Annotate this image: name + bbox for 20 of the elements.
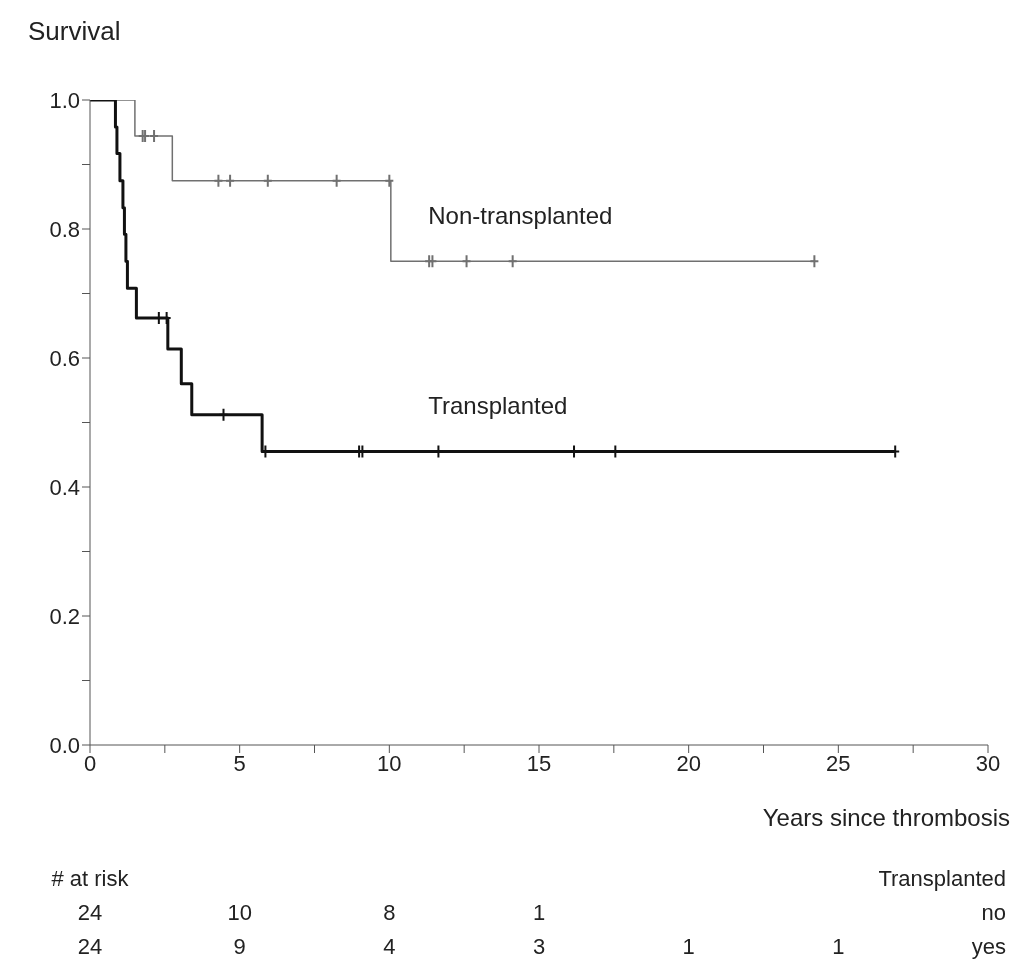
y-tick-label: 0.4 (49, 474, 80, 500)
text: # at risk Transplanted (51, 866, 1006, 891)
x-tick-label: 0 (83, 750, 97, 776)
x-tick-label: 25 (826, 750, 851, 776)
x-axis-title: Years since thrombosis (762, 804, 1010, 832)
x-tick-label: 30 (975, 750, 1001, 776)
y-axis-title: Survival (28, 16, 121, 47)
y-tick-label: 0.6 (49, 345, 80, 371)
text: 24 10 8 1 no (77, 900, 1006, 925)
x-tick-label: 5 (233, 750, 246, 776)
y-tick-label: 0.0 (49, 732, 80, 758)
text: 24 9 4 3 1 1 yes (77, 934, 1006, 959)
y-tick-label: 0.8 (49, 216, 80, 242)
series-label: Non-transplanted (428, 202, 613, 231)
x-tick-label: 20 (676, 750, 701, 776)
y-tick-label: 1.0 (49, 87, 80, 113)
x-tick-label: 10 (377, 750, 402, 776)
x-tick-label: 15 (526, 750, 552, 776)
series-label: Transplanted (428, 392, 568, 421)
y-tick-label: 0.2 (49, 603, 80, 629)
